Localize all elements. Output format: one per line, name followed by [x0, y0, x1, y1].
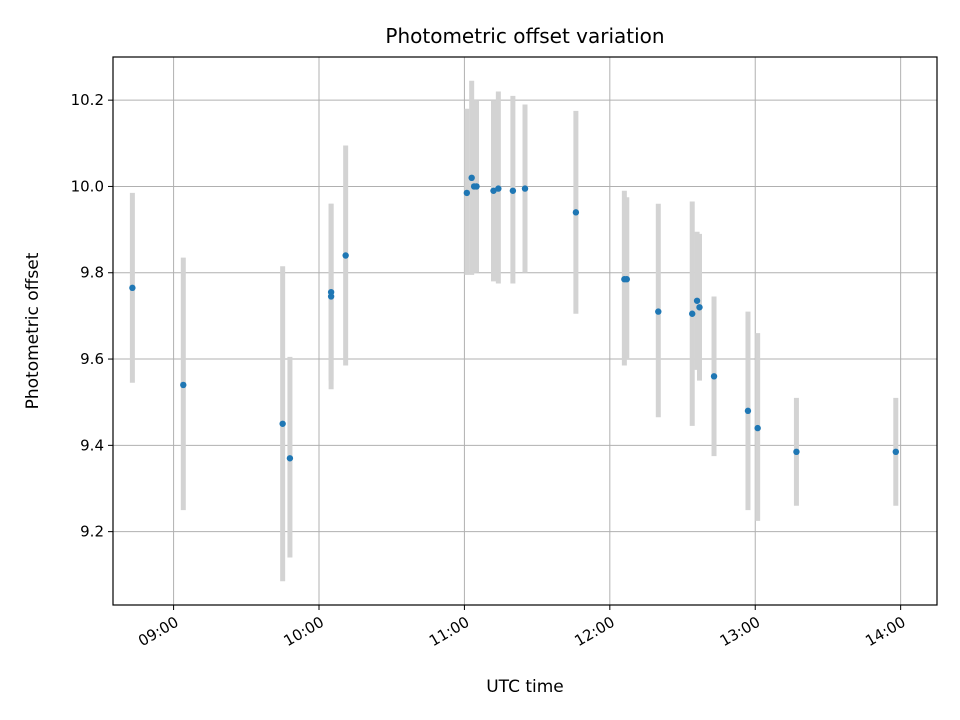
error-bars [129, 80, 899, 582]
x-tick-label: 14:00 [862, 613, 908, 650]
data-point [509, 187, 517, 194]
y-tick-label: 10.0 [71, 177, 104, 195]
data-point [744, 407, 752, 415]
y-tick-label: 9.4 [80, 436, 104, 454]
data-point [463, 189, 471, 197]
data-point [129, 284, 136, 292]
y-tick-label: 9.8 [80, 264, 104, 282]
x-tick-label: 10:00 [281, 613, 327, 650]
data-point [286, 455, 294, 462]
x-tick-label: 11:00 [426, 613, 472, 650]
x-axis-ticks: 09:00 10:00 11:00 12:00 13:00 14:00 [135, 605, 909, 650]
data-point [693, 297, 701, 304]
x-tick-label: 13:00 [717, 613, 763, 650]
x-tick-label: 12:00 [571, 613, 617, 650]
data-point [490, 187, 497, 194]
y-tick-label: 9.6 [80, 350, 104, 368]
data-point [495, 185, 502, 192]
data-point [572, 209, 580, 216]
y-axis-title: Photometric offset [23, 252, 43, 409]
data-point [655, 308, 662, 315]
y-axis-ticks: 9.2 9.4 9.6 9.8 10.0 10.2 [71, 91, 113, 541]
data-point [623, 276, 630, 283]
data-point [180, 381, 187, 389]
data-points [129, 174, 899, 462]
x-tick-label: 09:00 [135, 613, 181, 650]
data-point [696, 304, 703, 311]
plot-frame [112, 56, 938, 606]
data-point [342, 252, 349, 259]
data-point [689, 310, 696, 317]
data-point [754, 424, 761, 432]
data-point [473, 183, 480, 190]
data-point [279, 420, 286, 427]
y-tick-label: 10.2 [71, 91, 104, 109]
data-point [892, 448, 899, 456]
data-point [468, 174, 475, 182]
data-point [327, 288, 335, 296]
data-point [710, 373, 718, 380]
data-point [521, 185, 529, 192]
data-point [793, 448, 800, 456]
x-axis-title: UTC time [486, 677, 564, 697]
y-tick-label: 9.2 [80, 523, 104, 541]
chart-title: Photometric offset variation [385, 24, 664, 48]
